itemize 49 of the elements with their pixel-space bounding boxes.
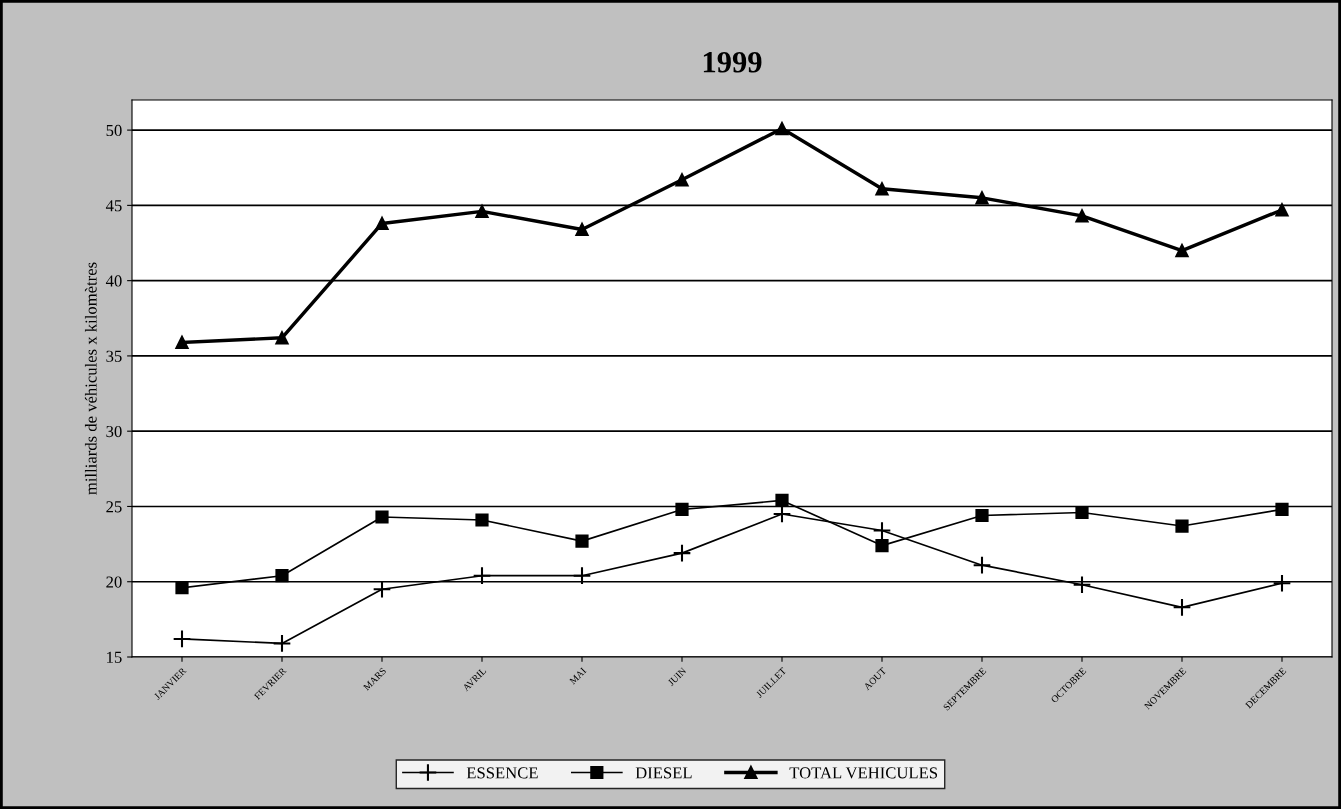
point [475, 204, 489, 218]
point [375, 510, 389, 524]
point [975, 191, 989, 205]
point [1075, 209, 1089, 223]
y-tick-label: 45 [105, 200, 122, 212]
y-tick-label: 15 [107, 651, 122, 663]
point [875, 182, 889, 196]
point [1075, 505, 1089, 520]
point [972, 555, 992, 575]
point [975, 508, 989, 523]
legend-label: ESSENCE [466, 767, 538, 779]
point [175, 335, 189, 349]
point [272, 634, 292, 653]
point [372, 579, 392, 599]
point [675, 173, 689, 187]
point [175, 581, 189, 595]
point [1272, 573, 1292, 593]
y-tick-label: 25 [106, 501, 122, 513]
point [675, 502, 689, 517]
point [1172, 597, 1192, 617]
y-tick-label: 40 [105, 275, 122, 287]
y-axis-title: milliards de véhicules x kilomètres [84, 262, 97, 495]
point [1275, 502, 1289, 517]
chart-title: 1999 [703, 51, 762, 73]
point [772, 504, 792, 524]
y-tick-label: 20 [106, 576, 122, 588]
point [575, 534, 589, 548]
y-tick-label: 35 [106, 350, 122, 362]
point [1275, 203, 1289, 217]
point [275, 331, 289, 345]
point [375, 216, 389, 231]
point [575, 222, 589, 237]
point [475, 513, 489, 527]
point [775, 122, 789, 136]
point [472, 566, 492, 586]
point [672, 543, 692, 563]
point [572, 566, 592, 586]
y-tick-label: 50 [106, 124, 122, 137]
point [1072, 575, 1092, 595]
point [172, 629, 192, 649]
point [875, 539, 889, 553]
point [1175, 519, 1189, 533]
y-tick-label: 30 [106, 425, 122, 438]
point [872, 521, 892, 540]
legend-label: TOTAL VEHICULES [789, 767, 938, 779]
point [775, 493, 789, 508]
point [1175, 243, 1189, 258]
legend-label: DIESEL [635, 767, 692, 779]
point [275, 569, 289, 583]
